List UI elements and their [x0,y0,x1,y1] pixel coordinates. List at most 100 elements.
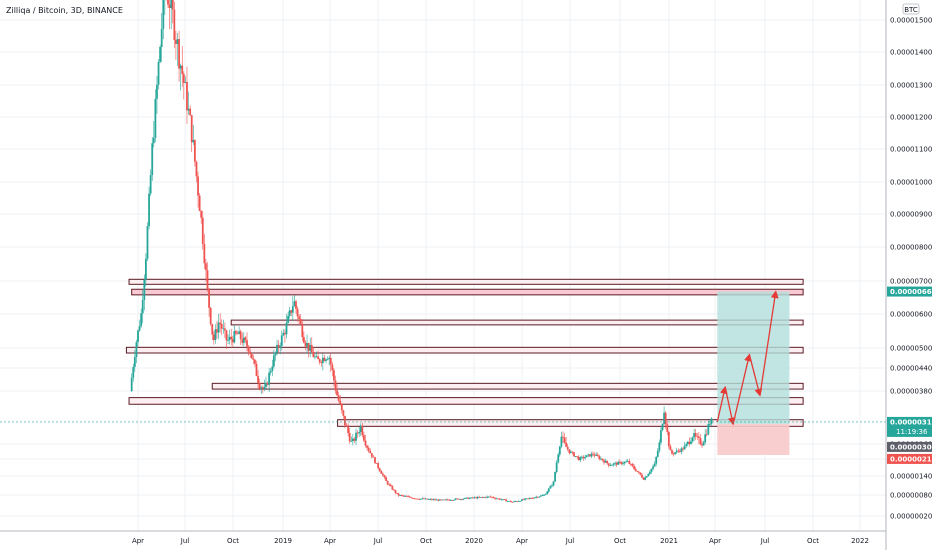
candle-body-366 [709,423,711,425]
candle-body-255 [533,497,536,499]
candle-body-166 [393,489,395,491]
candle-body-50 [209,307,212,325]
candle-body-116 [314,356,316,358]
candle-body-173 [404,495,406,497]
candle-body-58 [222,328,225,330]
candle-body-10 [146,226,149,259]
candle-body-39 [192,140,195,143]
chart-title: Zilliqa / Bitcoin, 3D, BINANCE [6,6,123,15]
candle-body-181 [416,498,419,500]
x-axis-panel [0,531,886,550]
candle-body-352 [686,441,689,445]
candle-body-269 [555,462,558,473]
candle-body-90 [272,355,275,367]
candle-body-167 [394,490,397,494]
candle-body-2 [133,357,136,367]
candle-body-133 [340,403,343,411]
candle-body-179 [413,498,416,500]
candle-body-55 [217,322,220,333]
candle-body-83 [261,387,264,389]
last-price-label [887,416,932,437]
candle-body-20 [162,0,165,29]
candle-body-355 [691,437,694,442]
x-tick-label: 2021 [660,537,678,545]
candle-body-365 [707,424,710,435]
x-tick-label: 2019 [274,537,292,545]
candle-body-102 [291,306,294,313]
candle-body-196 [440,499,443,501]
candle-body-141 [353,438,356,441]
stop-price-label-text: 0.00000216 [890,455,932,463]
candle-body-350 [683,445,686,450]
candle-body-195 [438,499,441,501]
candle-body-267 [552,481,555,486]
target-price-label-text: 0.00000668 [890,288,932,296]
stop-price-label [887,453,932,464]
projection-arrow-4 [759,290,779,396]
candle-body-274 [563,437,566,443]
candle-body-268 [554,472,556,482]
candle-body-285 [581,456,583,458]
candle-body-66 [235,331,237,334]
candle-body-330 [652,466,654,469]
candle-body-63 [230,336,233,340]
candle-body-115 [312,351,315,358]
candle-body-182 [418,499,421,500]
candle-body-194 [437,499,440,501]
candle-body-336 [661,423,664,431]
candle-body-76 [250,353,253,359]
candle-body-226 [487,496,490,498]
candle-body-347 [678,450,681,452]
candle-body-136 [345,425,348,427]
candle-body-304 [611,464,613,466]
candle-body-259 [539,495,542,497]
candle-body-313 [625,461,628,463]
candle-body-11 [148,193,150,227]
candle-body-335 [660,430,662,443]
candle-body-165 [391,486,394,490]
candle-body-281 [574,456,577,458]
candle-body-333 [656,450,659,457]
candle-body-129 [334,380,337,391]
candle-body-341 [669,446,672,451]
candle-body-250 [525,498,528,500]
candle-body-97 [284,332,286,335]
candle-body-349 [682,448,684,450]
candle-body-260 [541,495,544,497]
candle-body-36 [187,108,190,111]
candle-body-206 [456,498,459,500]
candle-body-236 [503,499,506,501]
candle-body-84 [263,386,266,389]
candle-body-322 [639,472,642,475]
candle-body-214 [468,498,471,499]
candle-body-56 [219,322,222,325]
candle-body-213 [467,497,470,499]
candle-body-266 [551,485,553,487]
candle-body-164 [389,484,392,487]
candle-body-316 [630,463,632,465]
candle-body-25 [170,0,173,8]
candle-body-228 [490,496,493,498]
candle-body-9 [144,258,147,280]
candle-body-110 [304,342,307,347]
candle-body-240 [509,500,512,502]
candle-body-72 [244,337,247,341]
candle-body-201 [448,499,451,501]
y-tick-label: 0.00000500 [890,345,932,353]
candle-body-199 [445,499,447,501]
candle-body-109 [302,337,305,343]
last-price-label-text: 0.00000310 [890,418,932,426]
candle-body-262 [544,494,547,496]
candle-body-361 [701,444,703,446]
y-tick-label: 0.00000080 [890,492,932,500]
candle-body-358 [696,436,699,438]
zone-4 [211,382,804,390]
x-tick-label: 2022 [851,537,869,545]
candle-body-145 [359,425,362,433]
candle-body-345 [675,450,678,453]
candle-body-337 [663,412,665,424]
candle-body-280 [573,452,575,457]
candle-body-234 [500,499,503,501]
